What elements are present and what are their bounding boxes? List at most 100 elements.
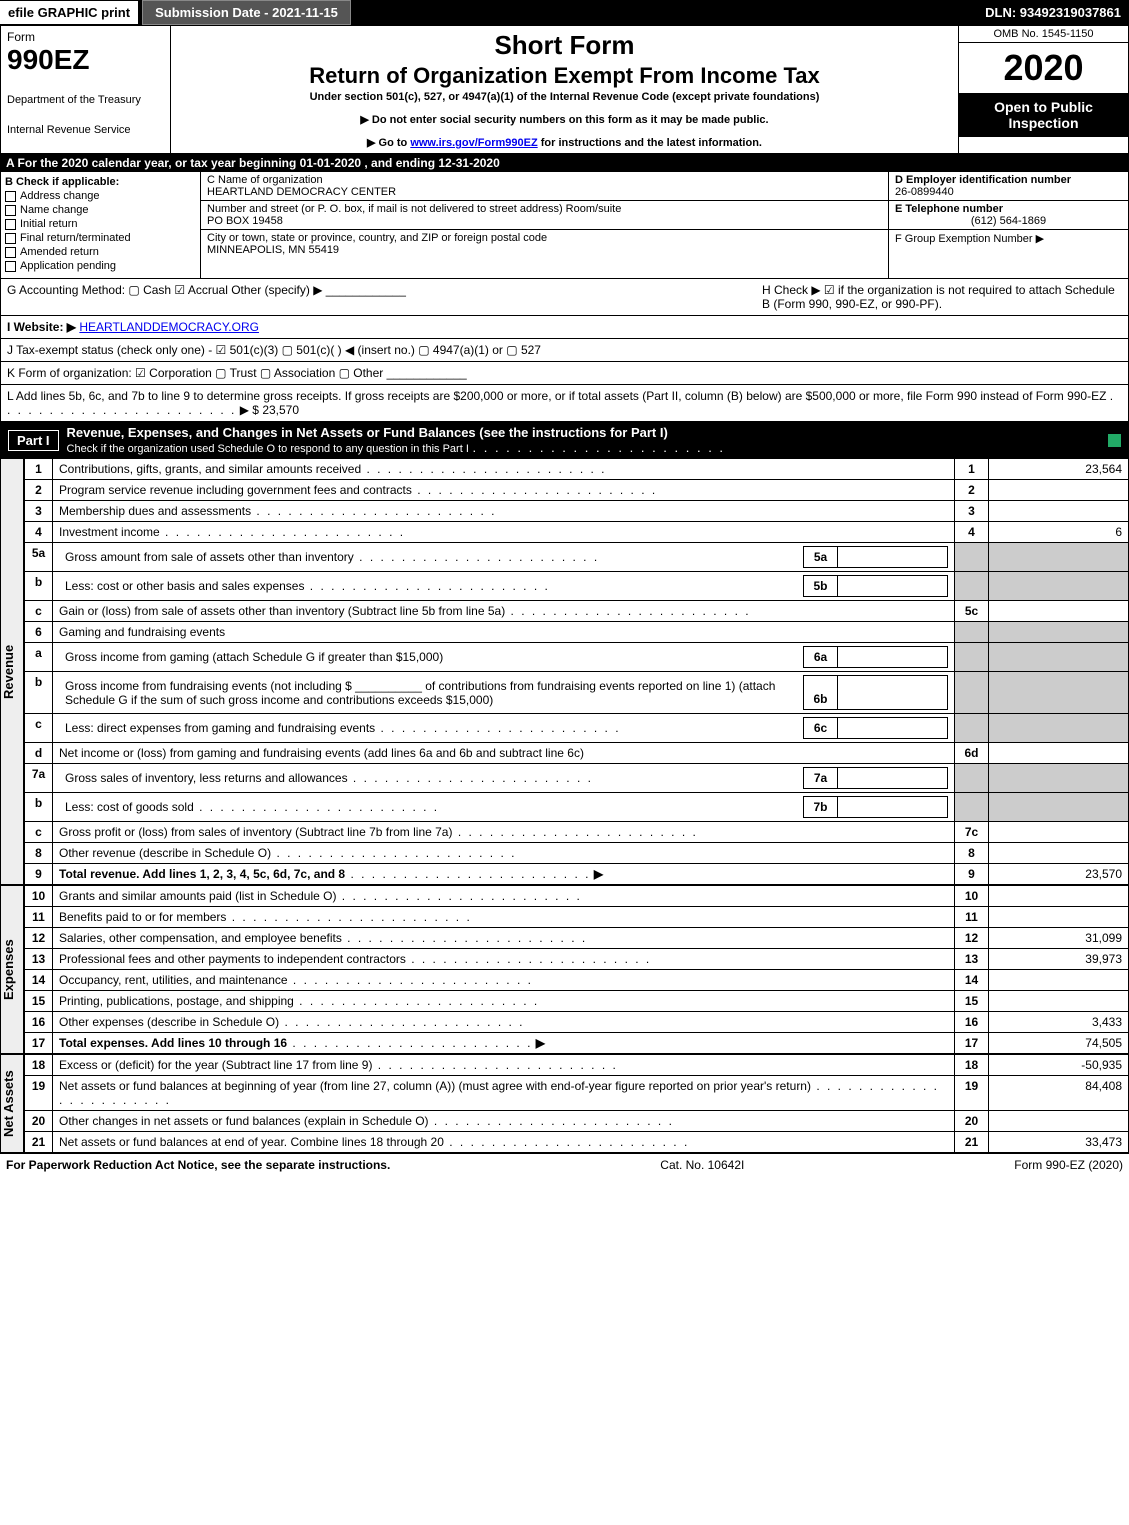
net-assets-table: 18Excess or (deficit) for the year (Subt… [24,1054,1129,1153]
short-form-title: Short Form [175,30,954,61]
subtitle: Under section 501(c), 527, or 4947(a)(1)… [175,91,954,103]
net-assets-section: Net Assets 18Excess or (deficit) for the… [0,1054,1129,1153]
irs-gov-link[interactable]: www.irs.gov/Form990EZ [410,137,537,149]
side-label-expenses: Expenses [0,885,24,1054]
expenses-section: Expenses 10Grants and similar amounts pa… [0,885,1129,1054]
table-row: cGross profit or (loss) from sales of in… [25,822,1129,843]
table-row: 9Total revenue. Add lines 1, 2, 3, 4, 5c… [25,864,1129,885]
footer-right: Form 990-EZ (2020) [1014,1158,1123,1172]
name-of-org-label: C Name of organization [207,174,882,186]
website-label: I Website: ▶ [7,320,76,334]
name-of-org: HEARTLAND DEMOCRACY CENTER [207,186,882,198]
chk-application-pending[interactable] [5,261,16,272]
chk-amended-return[interactable] [5,247,16,258]
table-row: 2Program service revenue including gover… [25,480,1129,501]
section-l-gross-receipts: L Add lines 5b, 6c, and 7b to line 9 to … [0,385,1129,422]
footer-left: For Paperwork Reduction Act Notice, see … [6,1158,390,1172]
group-exemption-label: F Group Exemption Number ▶ [895,232,1122,245]
table-row: 21Net assets or fund balances at end of … [25,1132,1129,1153]
col-b-check-applicable: B Check if applicable: Address change Na… [1,172,201,278]
instr-2-pre: ▶ Go to [367,137,410,149]
table-row: 12Salaries, other compensation, and empl… [25,928,1129,949]
h-check-schedule-b: H Check ▶ ☑ if the organization is not r… [762,283,1122,311]
chk-address-change[interactable] [5,191,16,202]
table-row: 16Other expenses (describe in Schedule O… [25,1012,1129,1033]
table-row: 14Occupancy, rent, utilities, and mainte… [25,970,1129,991]
chk-name-change[interactable] [5,205,16,216]
row-a-calendar-year: A For the 2020 calendar year, or tax yea… [0,154,1129,172]
table-row: 4Investment income46 [25,522,1129,543]
footer-center: Cat. No. 10642I [660,1158,744,1172]
instr-2: ▶ Go to www.irs.gov/Form990EZ for instru… [175,136,954,149]
telephone-label: E Telephone number [895,203,1122,215]
section-i-website: I Website: ▶ HEARTLANDDEMOCRACY.ORG [0,316,1129,339]
lbl-final-return: Final return/terminated [20,232,131,244]
open-to-public: Open to Public Inspection [959,93,1128,137]
street-label: Number and street (or P. O. box, if mail… [207,203,882,215]
table-row: 13Professional fees and other payments t… [25,949,1129,970]
table-row: cGain or (loss) from sale of assets othe… [25,601,1129,622]
form-word: Form [7,30,164,44]
street-value: PO BOX 19458 [207,215,882,227]
city-label: City or town, state or province, country… [207,232,882,244]
revenue-table: 1Contributions, gifts, grants, and simil… [24,458,1129,885]
part-1-checkbox-icon[interactable] [1108,434,1121,447]
lbl-initial-return: Initial return [20,218,77,230]
table-row: 17Total expenses. Add lines 10 through 1… [25,1033,1129,1054]
section-k-form-org: K Form of organization: ☑ Corporation ▢ … [0,362,1129,385]
table-row: bGross income from fundraising events (n… [25,672,1129,714]
efile-print-label[interactable]: efile GRAPHIC print [0,1,138,24]
table-row: bLess: cost of goods sold7b [25,793,1129,822]
section-l-text: L Add lines 5b, 6c, and 7b to line 9 to … [7,389,1106,403]
table-row: cLess: direct expenses from gaming and f… [25,714,1129,743]
form-number: 990EZ [7,44,164,76]
tax-year: 2020 [959,43,1128,93]
accounting-method: G Accounting Method: ▢ Cash ☑ Accrual Ot… [7,283,762,311]
section-g-h: G Accounting Method: ▢ Cash ☑ Accrual Ot… [0,279,1129,316]
table-row: bLess: cost or other basis and sales exp… [25,572,1129,601]
instr-2-post: for instructions and the latest informat… [538,137,762,149]
expenses-table: 10Grants and similar amounts paid (list … [24,885,1129,1054]
city-value: MINNEAPOLIS, MN 55419 [207,244,882,256]
table-row: 1Contributions, gifts, grants, and simil… [25,459,1129,480]
dln-label: DLN: 93492319037861 [977,1,1129,24]
part-1-title: Revenue, Expenses, and Changes in Net As… [67,425,668,440]
lbl-name-change: Name change [20,204,89,216]
dept-treasury: Department of the Treasury [7,94,164,106]
table-row: 3Membership dues and assessments3 [25,501,1129,522]
dept-irs: Internal Revenue Service [7,124,164,136]
table-row: 18Excess or (deficit) for the year (Subt… [25,1055,1129,1076]
table-row: 10Grants and similar amounts paid (list … [25,886,1129,907]
col-b-title: B Check if applicable: [5,176,196,188]
part-1-header: Part I Revenue, Expenses, and Changes in… [0,422,1129,458]
ein-label: D Employer identification number [895,174,1122,186]
side-label-revenue: Revenue [0,458,24,885]
lbl-amended-return: Amended return [20,246,99,258]
website-link[interactable]: HEARTLANDDEMOCRACY.ORG [79,320,259,334]
col-c-org-info: C Name of organization HEARTLAND DEMOCRA… [201,172,888,278]
table-row: dNet income or (loss) from gaming and fu… [25,743,1129,764]
table-row: 8Other revenue (describe in Schedule O)8 [25,843,1129,864]
table-row: 5aGross amount from sale of assets other… [25,543,1129,572]
part-1-label: Part I [8,430,59,451]
table-row: 19Net assets or fund balances at beginni… [25,1076,1129,1111]
page-footer: For Paperwork Reduction Act Notice, see … [0,1153,1129,1176]
chk-final-return[interactable] [5,233,16,244]
ein-value: 26-0899440 [895,186,1122,198]
main-title: Return of Organization Exempt From Incom… [175,63,954,89]
topbar: efile GRAPHIC print Submission Date - 20… [0,0,1129,25]
chk-initial-return[interactable] [5,219,16,230]
section-l-amount: 23,570 [262,403,299,417]
table-row: 11Benefits paid to or for members11 [25,907,1129,928]
table-row: 15Printing, publications, postage, and s… [25,991,1129,1012]
info-grid: B Check if applicable: Address change Na… [0,172,1129,279]
lbl-address-change: Address change [20,190,100,202]
lbl-application-pending: Application pending [20,260,116,272]
omb-number: OMB No. 1545-1150 [959,26,1128,43]
table-row: aGross income from gaming (attach Schedu… [25,643,1129,672]
part-1-check-line: Check if the organization used Schedule … [67,443,469,455]
side-label-net-assets: Net Assets [0,1054,24,1153]
revenue-section: Revenue 1Contributions, gifts, grants, a… [0,458,1129,885]
section-j-tax-exempt: J Tax-exempt status (check only one) - ☑… [0,339,1129,362]
col-d-ein-tel: D Employer identification number 26-0899… [888,172,1128,278]
